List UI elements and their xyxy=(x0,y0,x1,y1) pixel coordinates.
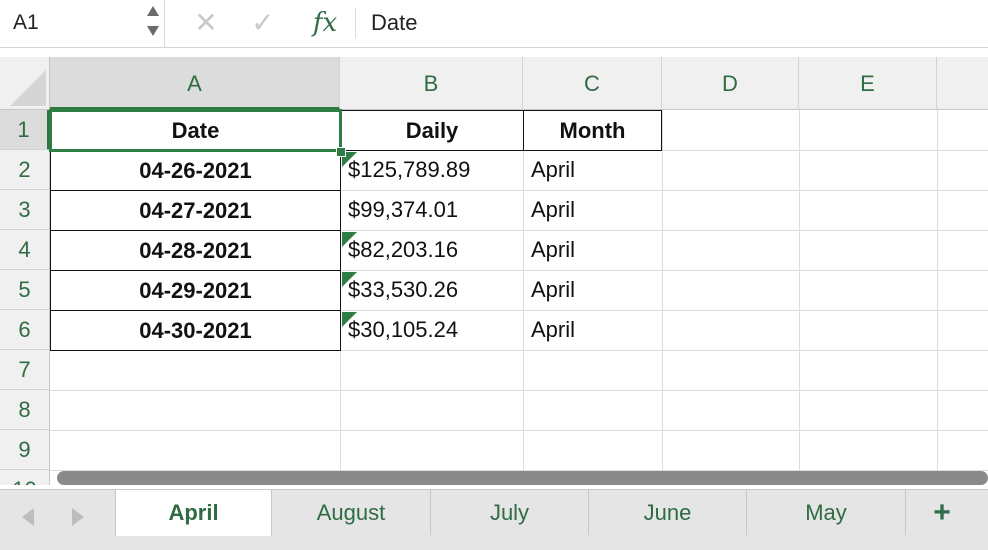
gridline xyxy=(50,430,988,431)
select-all-icon[interactable] xyxy=(10,70,46,106)
row-header-7[interactable]: 7 xyxy=(0,350,50,390)
sheet-tab-april[interactable]: April xyxy=(115,490,272,536)
cell-c4[interactable]: April xyxy=(531,237,576,262)
name-box-value[interactable]: A1 xyxy=(13,11,39,34)
row-header-4[interactable]: 4 xyxy=(0,230,50,270)
gridline xyxy=(50,190,988,191)
cell-b3[interactable]: $99,374.01 xyxy=(348,197,459,222)
next-sheet-icon[interactable] xyxy=(72,508,84,526)
cell-c6[interactable]: April xyxy=(531,317,576,342)
error-indicator-icon[interactable] xyxy=(342,272,357,287)
gridline xyxy=(50,270,988,271)
gridline xyxy=(50,470,988,471)
cell-a4[interactable]: 04-28-2021 xyxy=(50,230,341,271)
row-header-2[interactable]: 2 xyxy=(0,150,50,190)
gridline xyxy=(50,310,988,311)
gridline xyxy=(799,110,800,485)
gridline xyxy=(50,230,988,231)
gridline xyxy=(50,390,988,391)
cell-a1[interactable]: Date xyxy=(50,110,341,151)
name-box[interactable]: A1 xyxy=(0,0,165,47)
sheet-tab-june[interactable]: June xyxy=(589,490,747,535)
cancel-edit-icon[interactable]: ✕ xyxy=(194,7,218,38)
name-box-stepper[interactable] xyxy=(145,3,161,41)
gridline xyxy=(50,350,988,351)
row-header-8[interactable]: 8 xyxy=(0,390,50,430)
formula-bar: A1 ✕ ✓ fx Date xyxy=(0,0,988,48)
sheet-tab-july[interactable]: July xyxy=(431,490,589,535)
row-header-3[interactable]: 3 xyxy=(0,190,50,230)
prev-sheet-icon[interactable] xyxy=(22,508,34,526)
formula-input[interactable]: Date xyxy=(371,10,418,35)
cell-c2[interactable]: April xyxy=(531,157,576,182)
cell-a5[interactable]: 04-29-2021 xyxy=(50,270,341,311)
row-header-5[interactable]: 5 xyxy=(0,270,50,310)
row-header-1[interactable]: 1 xyxy=(0,110,50,150)
column-header-c[interactable]: C xyxy=(523,57,662,110)
sheet-tab-bar: April August July June May + xyxy=(0,489,988,550)
row-header-6[interactable]: 6 xyxy=(0,310,50,350)
column-header-f[interactable] xyxy=(937,57,988,110)
cell-a6[interactable]: 04-30-2021 xyxy=(50,310,341,351)
formula-bar-divider xyxy=(355,8,356,38)
row-header-10[interactable]: 10 xyxy=(0,470,50,485)
sheet-tab-august[interactable]: August xyxy=(272,490,431,535)
gridline xyxy=(662,110,663,485)
cell-c1[interactable]: Month xyxy=(523,110,662,151)
cell-a2[interactable]: 04-26-2021 xyxy=(50,150,341,191)
error-indicator-icon[interactable] xyxy=(342,232,357,247)
cell-b1[interactable]: Daily xyxy=(340,110,524,151)
cell-b2[interactable]: $125,789.89 xyxy=(348,157,471,182)
column-header-b[interactable]: B xyxy=(340,57,523,110)
spreadsheet-grid: A B C D E 1 2 3 4 5 6 7 8 9 10 Date Dail… xyxy=(0,57,988,485)
column-header-d[interactable]: D xyxy=(662,57,799,110)
chevron-down-icon[interactable] xyxy=(147,26,159,36)
row-header-9[interactable]: 9 xyxy=(0,430,50,470)
cell-c3[interactable]: April xyxy=(531,197,576,222)
error-indicator-icon[interactable] xyxy=(342,312,357,327)
select-all-corner[interactable] xyxy=(0,57,50,110)
column-header-e[interactable]: E xyxy=(799,57,937,110)
cell-a3[interactable]: 04-27-2021 xyxy=(50,190,341,231)
gridline xyxy=(937,110,938,485)
fill-handle[interactable] xyxy=(336,147,346,157)
column-header-a[interactable]: A xyxy=(50,57,340,110)
insert-function-icon[interactable]: fx xyxy=(312,8,338,38)
cell-b4[interactable]: $82,203.16 xyxy=(348,237,459,262)
cell-c5[interactable]: April xyxy=(531,277,576,302)
gridline xyxy=(523,110,524,485)
cell-b5[interactable]: $33,530.26 xyxy=(348,277,459,302)
sheet-tab-may[interactable]: May xyxy=(747,490,906,535)
confirm-edit-icon[interactable]: ✓ xyxy=(251,7,275,38)
horizontal-scrollbar[interactable] xyxy=(57,471,988,485)
cell-b6[interactable]: $30,105.24 xyxy=(348,317,459,342)
chevron-up-icon[interactable] xyxy=(147,6,159,16)
add-sheet-button[interactable]: + xyxy=(933,496,951,529)
